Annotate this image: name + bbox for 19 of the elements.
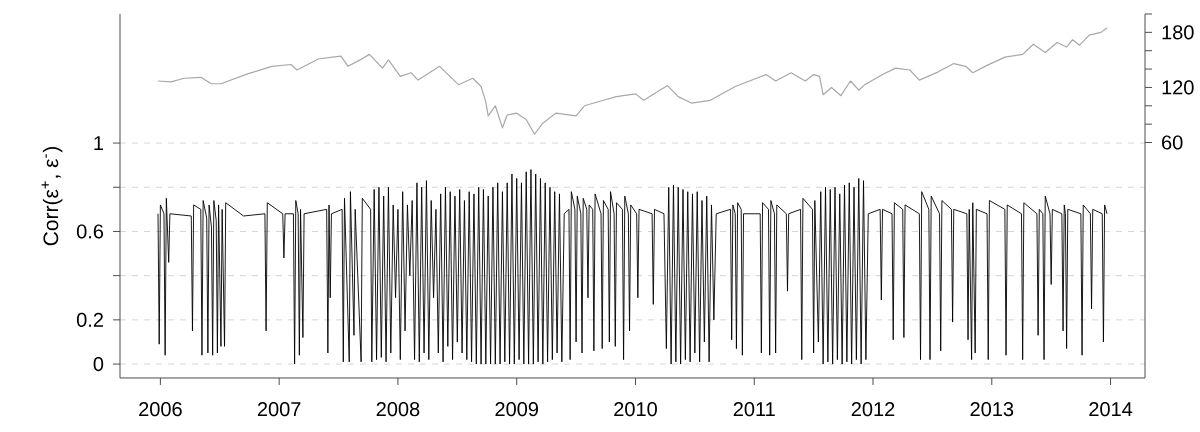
y2-tick-label: 180 (1162, 25, 1194, 40)
x-tick-label: 2006 (139, 402, 182, 417)
x-tick-label: 2009 (495, 402, 539, 417)
y-tick-label: 0.2 (76, 312, 103, 327)
x-tick-label: 2012 (851, 402, 895, 417)
line-series (157, 27, 1108, 135)
x-tick-label: 2011 (733, 402, 775, 417)
line-series (157, 169, 1108, 365)
x-tick-label: 2010 (614, 402, 657, 417)
y-tick-label: 0 (93, 356, 104, 372)
y-axis-title: Corr(ε$^{+}$, ε$^{-}$) (41, 146, 63, 246)
x-tick-label: 2014 (1089, 402, 1133, 417)
x-tick-label: 2013 (970, 402, 1014, 417)
y-tick-label: 0.6 (76, 224, 104, 239)
y2-tick-label: 120 (1162, 80, 1194, 95)
y-tick-label: 1 (94, 136, 103, 150)
x-tick-label: 2008 (376, 402, 420, 417)
x-tick-label: 2007 (257, 402, 301, 417)
y2-tick-label: 60 (1162, 135, 1183, 150)
